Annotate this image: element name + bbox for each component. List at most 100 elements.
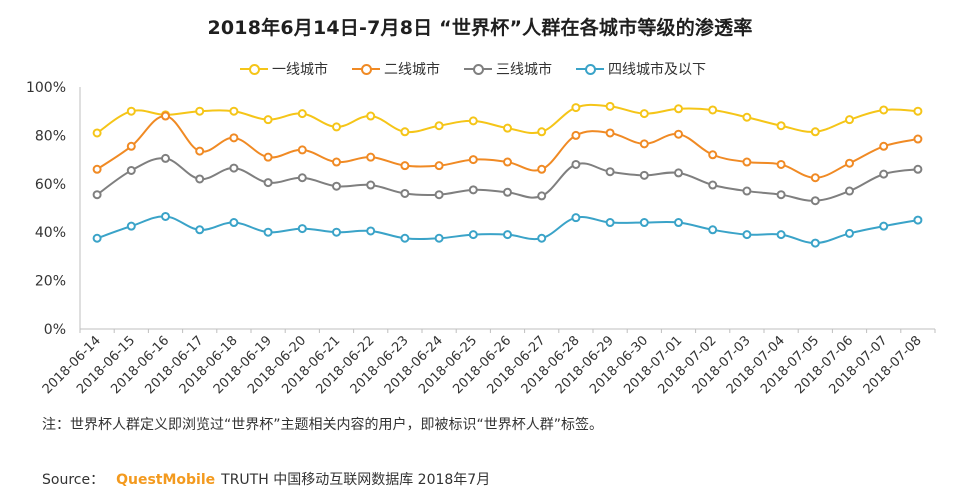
data-point xyxy=(434,190,444,200)
data-point xyxy=(845,228,854,238)
data-point xyxy=(674,168,683,178)
data-point xyxy=(126,165,136,175)
data-point xyxy=(845,158,854,168)
series-1 xyxy=(92,101,923,138)
data-point xyxy=(332,227,341,237)
data-point xyxy=(810,173,820,183)
y-tick-label: 0% xyxy=(44,322,66,338)
data-point xyxy=(605,218,615,228)
data-point xyxy=(674,104,683,114)
data-point xyxy=(810,196,820,206)
legend-item-1: 一线城市 xyxy=(240,59,328,79)
legend-label: 三线城市 xyxy=(496,62,552,78)
data-point xyxy=(810,127,820,137)
data-point xyxy=(366,226,376,236)
legend-label: 一线城市 xyxy=(272,62,328,78)
y-tick-label: 60% xyxy=(35,177,66,193)
data-point xyxy=(674,218,683,228)
source-label: Source： xyxy=(42,472,105,488)
data-point xyxy=(92,128,102,138)
data-point xyxy=(708,180,718,190)
data-point xyxy=(810,238,820,248)
data-point xyxy=(879,169,889,179)
data-point xyxy=(400,161,410,171)
legend-swatch xyxy=(240,62,268,76)
legend-label: 二线城市 xyxy=(384,62,440,78)
data-point xyxy=(263,227,273,237)
data-point xyxy=(571,103,581,113)
source-text: TRUTH 中国移动互联网数据库 2018年7月 xyxy=(221,472,491,488)
legend-label: 四线城市及以下 xyxy=(608,62,706,78)
data-point xyxy=(776,159,786,169)
data-point xyxy=(126,221,136,231)
y-tick-label: 20% xyxy=(35,274,66,290)
data-point xyxy=(400,233,410,243)
data-point xyxy=(229,133,239,143)
data-point xyxy=(639,170,649,180)
data-point xyxy=(571,159,581,169)
chart-source: Source： QuestMobile TRUTH 中国移动互联网数据库 201… xyxy=(42,469,490,489)
legend-item-3: 三线城市 xyxy=(464,59,552,79)
data-point xyxy=(571,130,581,140)
data-point xyxy=(742,157,752,167)
data-point xyxy=(332,181,341,191)
data-point xyxy=(571,213,581,223)
data-point xyxy=(776,121,786,131)
chart-note: 注：世界杯人群定义即浏览过“世界杯”主题相关内容的用户，即被标识“世界杯人群”标… xyxy=(42,417,604,433)
data-point xyxy=(468,185,478,195)
data-point xyxy=(537,233,547,243)
data-point xyxy=(332,157,341,167)
data-point xyxy=(434,233,444,243)
data-point xyxy=(92,190,102,200)
data-point xyxy=(297,173,307,183)
data-point xyxy=(776,230,786,240)
data-point xyxy=(503,187,512,197)
legend-item-4: 四线城市及以下 xyxy=(576,59,706,79)
data-point xyxy=(742,186,752,196)
data-point xyxy=(195,146,205,156)
data-point xyxy=(366,152,376,162)
data-point xyxy=(161,111,170,121)
data-point xyxy=(297,145,307,155)
data-point xyxy=(229,218,239,228)
data-point xyxy=(605,128,615,138)
data-point xyxy=(161,211,170,221)
data-point xyxy=(332,122,341,132)
data-point xyxy=(195,174,205,184)
data-point xyxy=(366,180,376,190)
data-point xyxy=(297,109,307,119)
data-point xyxy=(537,127,547,137)
data-point xyxy=(297,224,307,234)
data-point xyxy=(126,141,136,151)
source-brand-logo: QuestMobile xyxy=(116,472,216,488)
data-point xyxy=(605,101,615,111)
data-point xyxy=(263,178,273,188)
data-point xyxy=(776,190,786,200)
series-2 xyxy=(92,111,923,183)
data-point xyxy=(468,155,478,165)
data-point xyxy=(400,127,410,137)
data-point xyxy=(434,161,444,171)
data-point xyxy=(434,121,444,131)
data-point xyxy=(92,164,102,174)
data-point xyxy=(708,105,718,115)
data-point xyxy=(639,139,649,149)
data-point xyxy=(92,233,102,243)
data-point xyxy=(537,191,547,201)
data-point xyxy=(708,225,718,235)
data-point xyxy=(845,115,854,125)
series-3 xyxy=(92,153,923,206)
data-point xyxy=(195,225,205,235)
y-tick-label: 80% xyxy=(35,128,66,144)
legend-swatch xyxy=(464,62,492,76)
data-point xyxy=(366,111,376,121)
data-point xyxy=(161,153,170,163)
data-point xyxy=(503,157,512,167)
data-point xyxy=(537,164,547,174)
y-tick-label: 100% xyxy=(26,80,66,96)
data-point xyxy=(913,106,923,116)
data-point xyxy=(913,134,923,144)
data-point xyxy=(742,112,752,122)
data-point xyxy=(879,105,889,115)
